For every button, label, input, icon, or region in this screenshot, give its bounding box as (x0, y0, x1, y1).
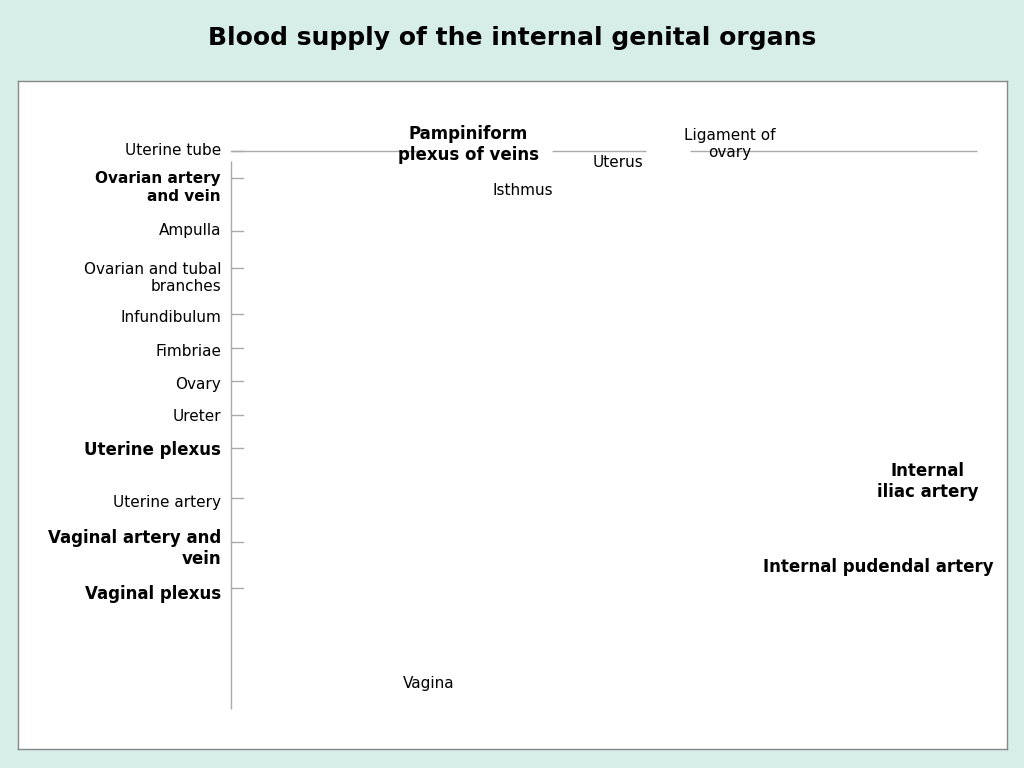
Text: Vaginal artery and
vein: Vaginal artery and vein (48, 529, 221, 568)
Text: Uterine plexus: Uterine plexus (84, 441, 221, 459)
Text: Infundibulum: Infundibulum (120, 310, 221, 326)
Text: Vaginal plexus: Vaginal plexus (85, 584, 221, 603)
Text: Uterus: Uterus (593, 154, 644, 170)
Text: Vagina: Vagina (402, 676, 455, 691)
Text: Ampulla: Ampulla (159, 223, 221, 239)
Text: Pampiniform
plexus of veins: Pampiniform plexus of veins (397, 124, 539, 164)
Text: Fimbriae: Fimbriae (155, 344, 221, 359)
Text: Internal
iliac artery: Internal iliac artery (877, 462, 978, 501)
Text: Ligament of
ovary: Ligament of ovary (684, 128, 775, 161)
Text: Isthmus: Isthmus (493, 184, 553, 198)
Text: Ovarian and tubal
branches: Ovarian and tubal branches (84, 262, 221, 294)
Text: Ovary: Ovary (175, 377, 221, 392)
Text: Blood supply of the internal genital organs: Blood supply of the internal genital org… (208, 26, 816, 51)
Text: Internal pudendal artery: Internal pudendal artery (763, 558, 993, 576)
Text: Ureter: Ureter (172, 409, 221, 424)
Text: Ovarian artery
and vein: Ovarian artery and vein (95, 171, 221, 204)
Text: Uterine tube: Uterine tube (125, 144, 221, 158)
Text: Uterine artery: Uterine artery (113, 495, 221, 511)
